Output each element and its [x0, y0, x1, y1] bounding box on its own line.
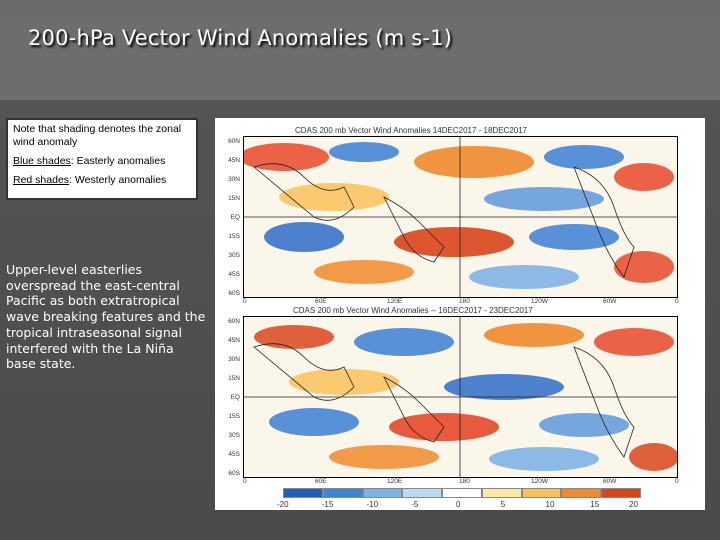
lat-label: EQ — [230, 394, 240, 401]
red-shades-text: : Westerly anomalies — [69, 174, 167, 186]
colorbar — [283, 488, 641, 498]
lat-label: 60N — [228, 138, 240, 145]
panel1-shading — [244, 137, 677, 297]
colorbar-tick-label: -15 — [321, 500, 334, 509]
lat-label: 45N — [228, 157, 240, 164]
lon-label: 0 — [675, 298, 679, 305]
colorbar-swatch — [362, 488, 403, 498]
lat-label: 60S — [228, 290, 240, 297]
lon-label: 180 — [459, 298, 470, 305]
lat-label: 15N — [228, 375, 240, 382]
colorbar-swatch — [322, 488, 363, 498]
lat-label: 30S — [228, 432, 240, 439]
lat-label: 45N — [228, 337, 240, 344]
title-bar — [0, 18, 720, 94]
lat-label: 15S — [228, 413, 240, 420]
lat-label: 30N — [228, 356, 240, 363]
colorbar-tick-label: 0 — [456, 500, 461, 509]
lon-label: 180 — [459, 478, 470, 485]
colorbar-tick-label: 15 — [590, 500, 600, 509]
colorbar-swatch — [402, 488, 443, 498]
lat-label: 45S — [228, 271, 240, 278]
colorbar-swatch — [521, 488, 562, 498]
colorbar-tick-label: 10 — [545, 500, 555, 509]
lon-label: 120W — [531, 478, 548, 485]
lat-label: EQ — [230, 214, 240, 221]
colorbar-tick-label: 5 — [500, 500, 506, 509]
colorbar-tick-label: 20 — [629, 500, 638, 509]
colorbar-swatch — [481, 488, 522, 498]
red-shades-label: Red shades — [13, 174, 70, 186]
panel2-shading — [244, 317, 677, 477]
lat-label: 15S — [228, 233, 240, 240]
body-text: Upper-level easterlies overspread the ea… — [6, 262, 206, 372]
note-text: Note that shading denotes the zonal wind… — [13, 123, 182, 148]
colorbar-swatch — [283, 488, 323, 498]
lon-label: 60W — [603, 298, 617, 305]
legend-note-box: Note that shading denotes the zonal wind… — [6, 118, 198, 200]
blue-shades-label: Blue shades — [13, 155, 71, 167]
lon-label: 0 — [243, 478, 247, 485]
lat-label: 15N — [228, 195, 240, 202]
colorbar-tick-label: -20 — [277, 500, 289, 509]
blue-shades-text: : Easterly anomalies — [70, 155, 166, 167]
slide-title: 200-hPa Vector Wind Anomalies (m s-1) — [28, 26, 453, 50]
lon-label: 60W — [603, 478, 617, 485]
colorbar-tick-label: -10 — [366, 500, 379, 509]
panel1-title: CDAS 200 mb Vector Wind Anomalies 14DEC2… — [295, 126, 528, 135]
lon-label: 0 — [675, 478, 679, 485]
lat-label: 60N — [228, 318, 240, 325]
lon-label: 120E — [387, 478, 403, 485]
lon-label: 60E — [315, 298, 327, 305]
colorbar-swatch — [561, 488, 602, 498]
lon-label: 60E — [315, 478, 327, 485]
lat-label: 30N — [228, 176, 240, 183]
note-blue-line: Blue shades: Easterly anomalies — [13, 155, 191, 168]
lat-label: 30S — [228, 252, 240, 259]
lon-label: 120W — [531, 298, 548, 305]
colorbar-swatch — [442, 488, 482, 498]
colorbar-tick-label: -5 — [411, 500, 419, 509]
lat-label: 60S — [228, 470, 240, 477]
panel2-map — [243, 316, 678, 478]
colorbar-swatch — [601, 488, 641, 498]
lon-label: 0 — [243, 298, 247, 305]
panel1-map — [243, 136, 678, 298]
note-red-line: Red shades: Westerly anomalies — [13, 174, 191, 187]
panel2-title: CDAS 200 mb Vector Wind Anomalies -- 16D… — [293, 306, 533, 315]
wind-anomaly-figure: CDAS 200 mb Vector Wind Anomalies 14DEC2… — [215, 118, 705, 510]
lon-label: 120E — [387, 298, 403, 305]
lat-label: 45S — [228, 451, 240, 458]
